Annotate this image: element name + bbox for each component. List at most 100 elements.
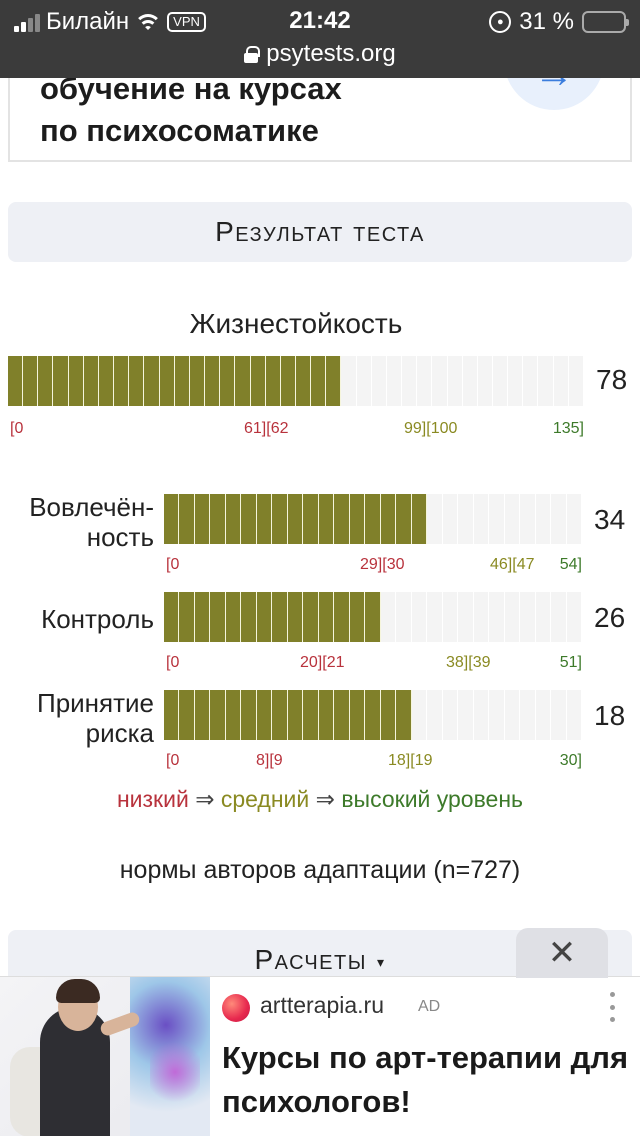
clock: 21:42 [289, 7, 351, 34]
bar-segment [334, 494, 350, 544]
bar-segment [396, 494, 412, 544]
bar-segment [311, 356, 327, 406]
bar-segment [474, 690, 490, 740]
promo-text: обучение на курсах по психосоматике [40, 68, 342, 152]
ad-image[interactable] [0, 977, 210, 1136]
bar-segment [432, 356, 448, 406]
bar-segment [365, 690, 381, 740]
bar-segment [396, 592, 412, 642]
ad-domain[interactable]: artterapia.ru [260, 992, 385, 1018]
bar-segment [520, 592, 536, 642]
tick-label: [0 [166, 752, 180, 769]
battery-percent: 31 % [519, 8, 574, 35]
main-scale-ticks: [0 61][62 99][100 135] [8, 420, 584, 440]
bar-segment [396, 690, 412, 740]
bar-segment [194, 494, 211, 544]
tick-label: 51] [559, 654, 582, 671]
bar-segment [334, 690, 350, 740]
bar-segment [23, 356, 39, 406]
bar-segment [538, 356, 554, 406]
main-scale-value: 78 [596, 364, 628, 395]
main-scale-title: Жизнестойкость [189, 308, 403, 339]
bar-segment [295, 356, 312, 406]
address-bar[interactable]: psytests.org [0, 38, 640, 70]
bar-segment [341, 356, 357, 406]
bar-segment [241, 494, 257, 544]
bar-segment [520, 494, 536, 544]
chevron-down-icon: ▾ [376, 954, 386, 970]
bar-segment [567, 592, 583, 642]
bar-segment [493, 356, 509, 406]
bar-segment [179, 592, 195, 642]
bar-segment [443, 592, 459, 642]
bar-segment [256, 690, 273, 740]
tick-label: 20][21 [300, 654, 345, 671]
legend-mid: средний [220, 786, 310, 812]
subscale-label-control: Контроль [41, 604, 154, 634]
bar-segment [554, 356, 569, 406]
bar-segment [489, 494, 505, 544]
subscale-label-involvement: Вовлечён- ность [29, 492, 154, 552]
close-ad-button[interactable]: ✕ [516, 928, 608, 978]
tick-label: 8][9 [256, 752, 283, 769]
label-line: риска [85, 718, 154, 748]
url-text: psytests.org [266, 40, 396, 67]
more-vertical-icon[interactable] [606, 992, 618, 1022]
tick-label: 61][62 [244, 420, 289, 437]
bar-segment [303, 494, 319, 544]
bar-segment [505, 592, 521, 642]
padlock-icon [244, 46, 261, 63]
bar-segment [272, 494, 288, 544]
norms-note: нормы авторов адаптации (n=727) [119, 856, 521, 884]
bar-segment [318, 494, 335, 544]
bar-segment [365, 592, 381, 642]
ad-banner[interactable] [0, 976, 640, 1136]
bar-segment [427, 690, 443, 740]
ad-headline[interactable]: Курсы по арт-терапии для психологов! [222, 1040, 629, 1119]
subscale-value-involvement: 34 [594, 504, 626, 535]
bar-segment [458, 494, 474, 544]
bar-segment [241, 690, 257, 740]
bar-segment [225, 494, 242, 544]
bar-segment [189, 356, 206, 406]
bar-segment [489, 690, 505, 740]
bar-segment [272, 592, 288, 642]
bar-segment [144, 356, 160, 406]
bar-segment [489, 592, 505, 642]
bar-segment [458, 690, 474, 740]
bar-segment [334, 592, 350, 642]
battery-icon [582, 11, 629, 33]
bar-segment [523, 356, 539, 406]
tick-label: [0 [10, 420, 24, 437]
tick-label: 29][30 [360, 556, 405, 573]
bar-segment [8, 356, 24, 406]
bar-segment [129, 356, 145, 406]
bar-segment [427, 592, 443, 642]
bar-segment [536, 690, 552, 740]
bar-segment [205, 356, 221, 406]
bar-segment [210, 592, 226, 642]
legend-low: низкий [116, 786, 189, 812]
subscale-label-risk: Принятие риска [37, 688, 154, 748]
bar-segment [458, 592, 474, 642]
bar-segment [443, 494, 459, 544]
ad-badge: AD [418, 998, 441, 1015]
tick-label: 99][100 [404, 420, 458, 437]
bar-segment [569, 356, 584, 406]
bar-segment [318, 690, 335, 740]
tick-label: 30] [559, 752, 582, 769]
bar-segment [235, 356, 251, 406]
bar-segment [210, 690, 226, 740]
label-line: Контроль [41, 604, 154, 634]
bar-segment [411, 494, 428, 544]
bar-segment [164, 592, 180, 642]
result-header: Результат теста [8, 202, 632, 262]
status-left: Билайн VPN [14, 8, 206, 36]
bar-segment [303, 592, 319, 642]
bar-segment [225, 592, 242, 642]
ad-logo-icon [222, 994, 250, 1022]
bar-segment [380, 690, 397, 740]
bar-segment [256, 592, 273, 642]
bar-segment [114, 356, 130, 406]
bar-segment [194, 690, 211, 740]
